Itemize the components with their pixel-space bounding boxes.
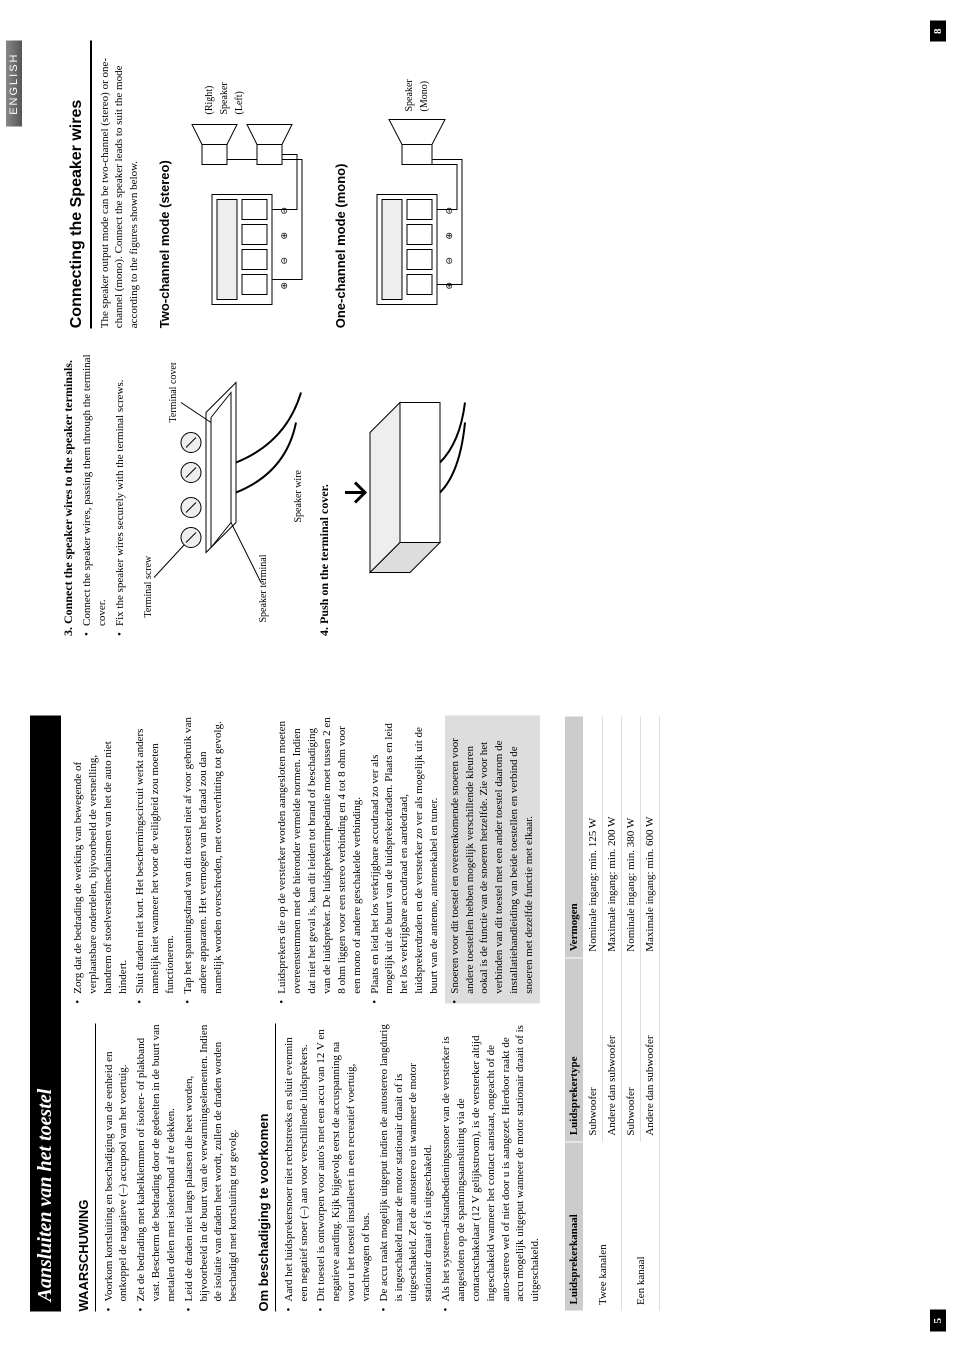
connecting-heading: Connecting the Speaker wires [66,40,92,328]
right-text-columns: 3. Connect the speaker wires to the spea… [60,40,485,636]
list-item: Luidsprekers die op de versterker worden… [275,716,364,1004]
fig-label: Terminal screw [143,554,154,617]
table-header: Vermogen [565,716,584,957]
two-channel-heading: Two-channel mode (stereo) [156,40,174,328]
right-col-2: Connecting the Speaker wires The speaker… [60,40,485,328]
right-list-2: Luidsprekers die op de versterker worden… [275,716,539,1004]
list-item: Zorg dat de bedrading de werking van bew… [71,716,130,1004]
fig-label: Speaker [404,78,415,111]
step4-heading: 4. Push on the terminal cover. [316,348,332,636]
table-cell: Maximale ingang: min. 600 W [641,716,660,957]
fig-label: Speaker wire [293,469,304,522]
fig-label: Terminal cover [168,362,179,422]
fig-label: (Mono) [419,80,430,111]
table-cell: Andere dan subwoofer [641,957,660,1141]
table-cell: Subwoofer [584,957,603,1141]
polarity-label: ⊖ [279,206,289,214]
table-header: Luidsprekertype [565,957,584,1141]
polarity-label: ⊖ [444,206,454,214]
list-item: Als het systeem-afstandbedieningssnoer v… [439,1023,543,1311]
fig-label: (Left) [234,91,245,114]
fig-label: Speaker [219,81,230,114]
damage-heading: Om beschadiging te voorkomen [255,1023,276,1311]
list-item: Voorkom kortsluiting en beschadiging van… [102,1023,132,1311]
table-row: Een kanaal Subwoofer Nominale ingang: mi… [622,716,641,1311]
spec-table: Luidsprekerkanaal Luidsprekertype Vermog… [564,716,660,1312]
damage-list: Aard het luidsprekersnoer niet rechtstre… [282,1023,543,1311]
page-right: ENGLISH 3. Connect the speaker wires to … [0,0,954,676]
table-cell: Andere dan subwoofer [603,957,622,1141]
table-header: Luidsprekerkanaal [565,1141,584,1310]
list-item: Dit toestel is ontworpen voor auto's met… [314,1023,373,1311]
page-number: 5 [930,1310,946,1332]
page-number: 8 [930,20,946,42]
list-item: Connect the speaker wires, passing them … [80,348,110,636]
polarity-label: ⊖ [279,256,289,264]
table-cell: Nominale ingang: min. 125 W [584,716,603,957]
mono-figure: ⊕ ⊖ ⊕ ⊖ Speaker (Mono) [357,59,477,309]
polarity-label: ⊕ [444,281,454,289]
right-col-1: 3. Connect the speaker wires to the spea… [60,348,485,636]
fig-label: (Right) [204,85,215,114]
warning-heading: WAARSCHUWING [75,1023,96,1311]
stereo-figure: ⊕ ⊖ ⊕ ⊖ (Right) Speaker (Left) [182,59,312,309]
table-cell: Subwoofer [622,957,641,1141]
table-cell: Maximale ingang: min. 200 W [603,716,622,957]
left-col-2: Zorg dat de bedrading de werking van bew… [71,716,546,1004]
polarity-label: ⊕ [279,231,289,239]
polarity-label: ⊕ [444,231,454,239]
list-item: Sluit draden niet kort. Het beschermings… [133,716,178,1004]
table-cell: Nominale ingang: min. 380 W [622,716,641,957]
polarity-label: ⊖ [444,256,454,264]
list-item: Plaats en leid het los verkrijgbare accu… [368,716,442,1004]
step3-heading: 3. Connect the speaker wires to the spea… [60,348,76,636]
right-list-1: Zorg dat de bedrading de werking van bew… [71,716,225,1004]
list-item: Leid de draden niet langs plaatsen die h… [182,1023,241,1311]
list-item: Fix the speaker wires securely with the … [113,348,128,636]
list-item: Zet de bedrading met kabelklemmen of iso… [134,1023,179,1311]
warning-list: Voorkom kortsluiting en beschadiging van… [102,1023,242,1311]
highlighted-note: Snoeren voor dit toestel en overeenkomen… [445,716,540,1004]
title-bar: Aansluiten van het toestel [30,716,61,1312]
polarity-label: ⊕ [279,281,289,289]
list-item: De accu raakt mogelijk uitgeput indien d… [377,1023,436,1311]
table-row: Twee kanalen Subwoofer Nominale ingang: … [584,716,603,1311]
push-cover-figure [340,382,470,602]
intro-text: The speaker output mode can be two-chann… [98,40,143,328]
table-cell: Twee kanalen [584,1141,622,1310]
list-item: Tap het spanningsdraad van dit toestel n… [181,716,226,1004]
table-cell: Een kanaal [622,1141,660,1310]
one-channel-heading: One-channel mode (mono) [332,40,350,328]
left-text-columns: WAARSCHUWING Voorkom kortsluiting en bes… [71,716,546,1312]
left-col-1: WAARSCHUWING Voorkom kortsluiting en bes… [71,1023,546,1311]
step3-list: Connect the speaker wires, passing them … [80,348,128,636]
page-left: Aansluiten van het toestel WAARSCHUWING … [0,676,954,1351]
terminal-figure: Terminal screw Terminal cover [136,362,306,622]
language-tab: ENGLISH [6,40,22,126]
fig-label: Speaker terminal [258,553,269,621]
list-item: Aard het luidsprekersnoer niet rechtstre… [282,1023,312,1311]
